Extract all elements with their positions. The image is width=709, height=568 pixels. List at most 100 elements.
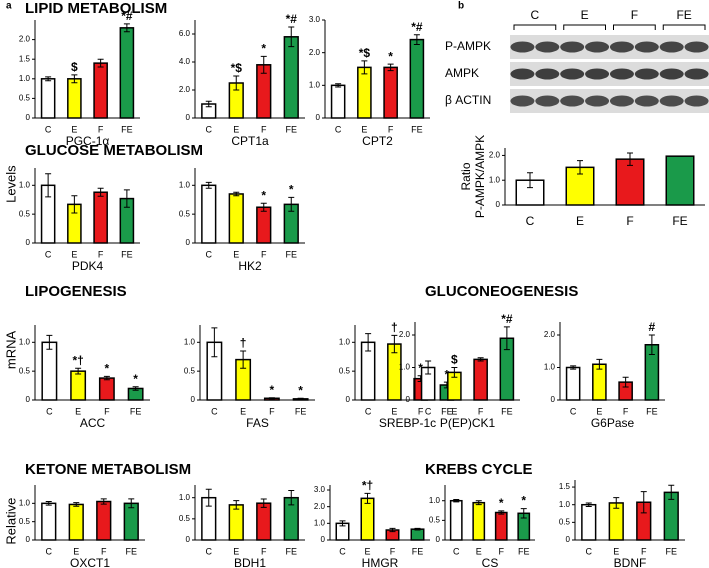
error-bar xyxy=(71,74,78,84)
bar xyxy=(41,502,57,541)
x-tick-label: FE xyxy=(672,214,687,228)
y-tick-label: 0 xyxy=(186,535,191,544)
error-bar xyxy=(288,196,295,212)
y-tick-label: 0 xyxy=(26,238,31,247)
error-bar xyxy=(123,189,130,208)
x-axis-label: PGC-1α xyxy=(66,134,110,148)
error-bar xyxy=(260,202,267,212)
y-tick-label: 0.5 xyxy=(19,366,31,375)
error-bar xyxy=(73,502,80,507)
significance-label: *† xyxy=(72,353,83,367)
y-tick-label: 0 xyxy=(566,535,571,544)
bar xyxy=(123,502,139,541)
bar xyxy=(383,66,398,119)
lane-label: FE xyxy=(676,8,691,22)
y-tick-label: 0 xyxy=(496,200,501,209)
x-tick-label: C xyxy=(425,406,432,416)
x-tick-label: C xyxy=(335,124,342,134)
error-bar xyxy=(205,100,212,108)
error-bar xyxy=(425,360,432,375)
error-bar xyxy=(520,508,527,519)
lane-bracket xyxy=(613,24,656,30)
x-axis-label: CS xyxy=(482,556,499,568)
significance-label: * xyxy=(298,383,303,397)
y-tick-label: 1.0 xyxy=(489,175,501,184)
error-bar xyxy=(100,498,107,505)
x-tick-label: E xyxy=(576,214,584,228)
error-bar xyxy=(123,23,130,33)
error-bar xyxy=(627,152,633,166)
x-tick-label: E xyxy=(233,546,239,556)
x-tick-label: E xyxy=(361,124,367,134)
x-tick-label: C xyxy=(365,406,372,416)
blot-band xyxy=(560,41,585,53)
x-tick-label: F xyxy=(626,214,633,228)
error-bar xyxy=(335,83,342,88)
blot-band xyxy=(510,41,535,53)
y-tick-label: 1.0 xyxy=(19,180,31,189)
x-tick-label: FE xyxy=(501,406,513,416)
panel-label: b xyxy=(458,1,464,12)
blot-band xyxy=(659,68,684,80)
error-bar xyxy=(46,334,53,350)
section-title: LIPID METABOLISM xyxy=(25,0,167,17)
error-bar xyxy=(451,367,458,378)
x-axis-label: ACC xyxy=(80,416,106,430)
blot-band xyxy=(585,41,610,53)
x-tick-label: FE xyxy=(665,546,677,556)
lane-label: E xyxy=(581,8,589,22)
section-title: LIPOGENESIS xyxy=(25,283,127,300)
error-bar xyxy=(391,334,398,354)
blot-band xyxy=(510,95,535,107)
x-tick-label: C xyxy=(46,406,53,416)
y-tick-label: 1.0 xyxy=(429,496,441,505)
x-tick-label: F xyxy=(390,546,396,556)
bar xyxy=(119,27,135,119)
error-bar xyxy=(503,326,510,351)
x-tick-label: E xyxy=(233,124,239,134)
x-tick-label: E xyxy=(476,546,482,556)
significance-label: * xyxy=(105,362,110,376)
section-title: KETONE METABOLISM xyxy=(25,461,191,478)
y-tick-label: 0.5 xyxy=(339,366,351,375)
panel-label: a xyxy=(6,1,12,12)
bar xyxy=(330,84,346,119)
y-tick-label: 1.0 xyxy=(544,363,556,372)
x-tick-label: C xyxy=(526,214,535,228)
x-axis-label: P(EP)CK1 xyxy=(440,416,496,430)
significance-label: † xyxy=(391,321,398,335)
blot-row-label: P-AMPK xyxy=(445,39,491,53)
bar xyxy=(472,501,486,541)
x-tick-label: C xyxy=(206,546,213,556)
x-tick-label: E xyxy=(71,124,77,134)
bar xyxy=(93,62,108,119)
y-tick-label: 0.5 xyxy=(19,209,31,218)
lane-bracket xyxy=(662,24,706,30)
error-bar xyxy=(613,497,620,509)
y-tick-label: 0 xyxy=(321,535,326,544)
y-axis-label: Relative mRNA Levels xyxy=(3,165,18,545)
significance-label: $ xyxy=(71,60,78,74)
x-axis-label: SREBP-1c xyxy=(379,416,436,430)
x-tick-label: FE xyxy=(518,546,530,556)
error-bar xyxy=(339,520,346,527)
x-tick-label: F xyxy=(261,546,267,556)
bar xyxy=(565,366,581,401)
x-tick-label: E xyxy=(364,546,370,556)
error-bar xyxy=(527,172,533,189)
x-tick-label: C xyxy=(46,546,53,556)
x-tick-label: FE xyxy=(412,546,424,556)
x-axis-label: CPT2 xyxy=(362,134,393,148)
lane-bracket xyxy=(513,24,557,30)
x-axis-label: OXCT1 xyxy=(70,556,110,568)
error-bar xyxy=(260,498,267,508)
y-tick-label: 3.0 xyxy=(314,485,326,494)
y-tick-label: 1.0 xyxy=(184,337,196,346)
x-tick-label: F xyxy=(101,546,107,556)
blot-band xyxy=(585,95,610,107)
significance-label: *# xyxy=(501,312,513,326)
blot-band xyxy=(634,41,659,53)
x-axis-label: FAS xyxy=(246,416,269,430)
y-tick-label: 0 xyxy=(186,238,191,247)
x-tick-label: F xyxy=(388,124,394,134)
